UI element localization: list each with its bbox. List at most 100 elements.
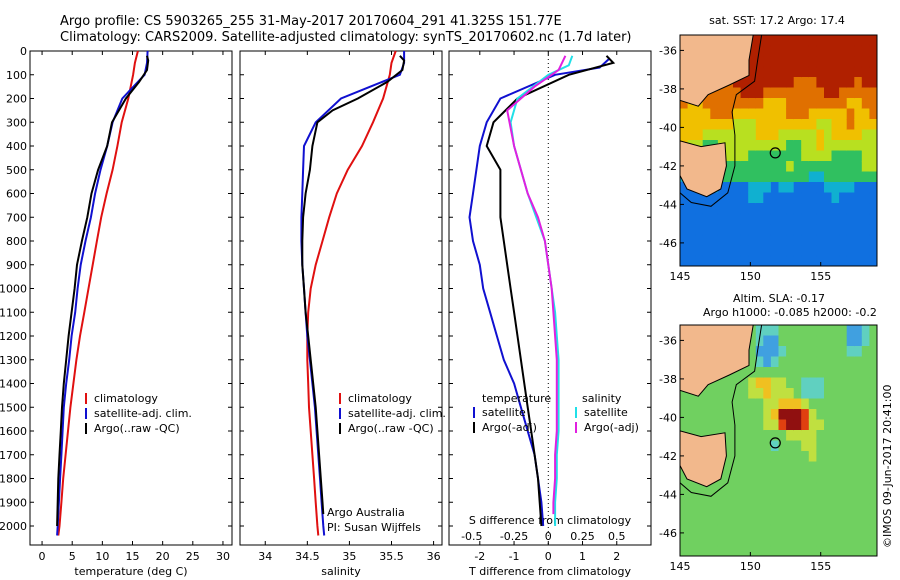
map-cell: [733, 161, 742, 173]
map-cell: [808, 356, 817, 368]
map-cell: [786, 493, 795, 505]
map-cell: [725, 192, 734, 204]
map-cell: [831, 409, 840, 421]
map-cell: [786, 56, 795, 68]
x-axis-label: temperature (deg C): [74, 565, 187, 578]
map-cell: [808, 430, 817, 442]
map-cell: [748, 419, 757, 431]
map-cell: [680, 129, 689, 141]
map-cell: [786, 129, 795, 141]
map-cell: [748, 45, 757, 57]
map-cell: [763, 535, 772, 547]
map-cell: [793, 129, 802, 141]
map-cell: [793, 398, 802, 410]
map-cell: [824, 182, 833, 194]
map-cell: [846, 161, 855, 173]
map-cell: [710, 213, 719, 225]
map-cell: [816, 398, 825, 410]
map-cell: [778, 524, 787, 536]
map-cell: [801, 335, 810, 347]
map-cell: [755, 514, 764, 526]
map-cell: [861, 409, 870, 421]
map-cell: [778, 451, 787, 463]
map-cell: [770, 367, 780, 379]
map-cell: [808, 66, 817, 78]
map-cell: [733, 77, 742, 89]
map-cell: [702, 398, 711, 410]
map-cell: [755, 535, 764, 547]
map-cell: [733, 108, 742, 120]
map-cell: [687, 535, 696, 547]
map-cell: [748, 119, 757, 131]
map-cell: [763, 398, 772, 410]
map-cell: [839, 182, 848, 194]
map-cell: [793, 461, 802, 473]
map-cell: [740, 545, 749, 556]
map-cell: [824, 234, 833, 246]
map-cell: [793, 192, 802, 204]
map-cell: [854, 87, 863, 99]
plot-frame-salinity-profile: [239, 50, 443, 546]
y-tick-label: 100: [6, 69, 27, 82]
map-cell: [846, 108, 855, 120]
map-cell: [763, 234, 772, 246]
map-cell: [869, 203, 877, 215]
map-cell: [869, 140, 877, 152]
map-cell: [770, 440, 780, 452]
map-cell: [801, 493, 810, 505]
map-cell: [763, 66, 772, 78]
map-cell: [763, 192, 772, 204]
map-cell: [733, 430, 742, 442]
map-cell: [861, 356, 870, 368]
map-cell: [763, 356, 772, 368]
x-axis-label: T difference from climatology: [468, 565, 631, 578]
map-cell: [801, 482, 810, 494]
map-cell: [854, 461, 863, 473]
map-cell: [695, 493, 704, 505]
annotation-pi: PI: Susan Wijffels: [327, 521, 421, 534]
map-cell: [793, 377, 802, 389]
map-cell: [808, 98, 817, 110]
map-cell: [854, 171, 863, 183]
map-cell: [831, 56, 840, 68]
map-cell: [846, 440, 855, 452]
map-cell: [786, 377, 795, 389]
map-cell: [740, 440, 749, 452]
map-cell: [778, 234, 787, 246]
map-cell: [778, 388, 787, 400]
map-cell: [869, 524, 877, 536]
map-cell: [861, 535, 870, 547]
map-cell: [778, 77, 787, 89]
map-cell: [755, 356, 764, 368]
map-cell: [733, 514, 742, 526]
map-cell: [778, 224, 787, 236]
map-cell: [861, 66, 870, 78]
map-cell: [740, 409, 749, 421]
map-cell: [861, 430, 870, 442]
map-y-tick-label: -46: [659, 237, 677, 250]
map-cell: [725, 461, 734, 473]
series-line-temperature-argo-adj-: [485, 55, 616, 527]
map-cell: [748, 150, 757, 162]
map-cell: [748, 377, 757, 389]
map-cell: [846, 140, 855, 152]
map-cell: [786, 35, 795, 47]
map-cell: [740, 234, 749, 246]
map-cell: [733, 482, 742, 494]
map-cell: [702, 503, 711, 515]
map-cell: [740, 367, 749, 379]
map-cell: [831, 388, 840, 400]
map-cell: [854, 119, 863, 131]
map-cell: [824, 535, 833, 547]
map-cell: [854, 66, 863, 78]
map-cell: [808, 192, 817, 204]
map-cell: [748, 192, 757, 204]
map-cell: [733, 367, 742, 379]
map-cell: [816, 56, 825, 68]
map-cell: [846, 192, 855, 204]
legend-label: climatology: [348, 392, 412, 405]
map-cell: [839, 430, 848, 442]
map-cell: [763, 409, 772, 421]
map-cell: [755, 129, 764, 141]
map-cell: [824, 224, 833, 236]
